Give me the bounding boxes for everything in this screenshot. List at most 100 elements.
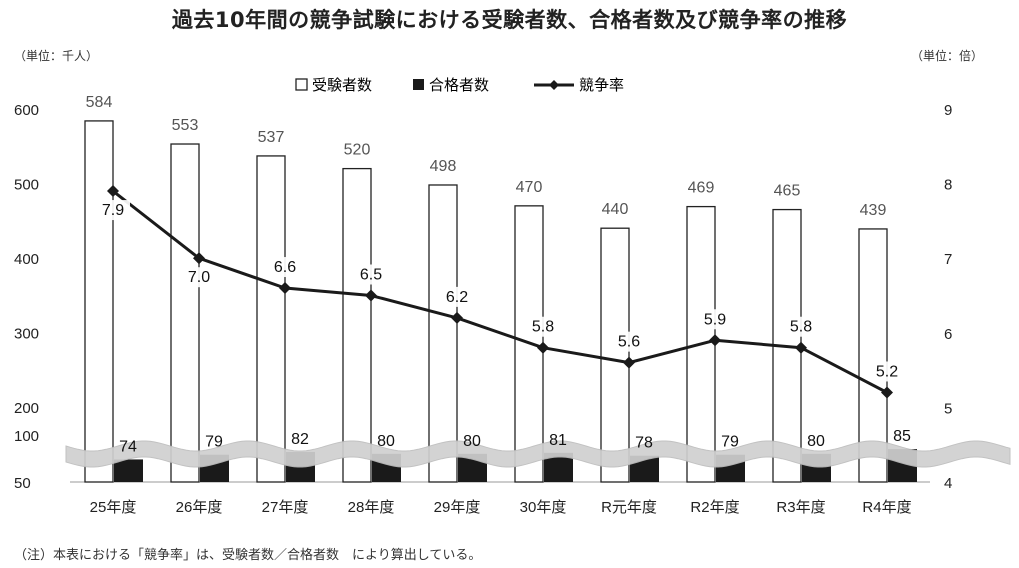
rate-marker — [107, 185, 119, 198]
category-label: 25年度 — [90, 499, 137, 516]
right-tick-label: 5 — [944, 400, 952, 417]
passer-value-label: 81 — [549, 432, 567, 449]
chart-area: 受験者数 合格者数 競争率 74 79 82 80 80 81 78 79 80 85 58455… — [14, 76, 1011, 516]
right-tick-label: 9 — [944, 102, 952, 119]
legend-swatch-passers — [413, 79, 424, 90]
applicant-bar — [858, 228, 888, 483]
left-tick-label: 500 — [14, 177, 39, 194]
passer-value-label: 82 — [291, 431, 309, 448]
rate-value-label: 5.9 — [704, 311, 726, 328]
rate-label-bg — [870, 361, 904, 382]
rate-marker — [451, 311, 463, 324]
rate-value-label: 5.8 — [790, 319, 812, 336]
passer-value-label: 80 — [463, 433, 481, 450]
applicant-bar — [256, 155, 286, 483]
rate-value-label: 5.2 — [876, 363, 898, 380]
rate-label-bg — [440, 286, 474, 307]
applicant-value-label: 440 — [602, 201, 629, 218]
applicant-value-label: 469 — [688, 180, 715, 197]
left-axis-unit: （単位：千人） — [14, 49, 99, 63]
applicant-value-label: 584 — [86, 94, 113, 111]
left-tick-label: 100 — [14, 428, 39, 445]
legend: 受験者数 合格者数 競争率 — [295, 76, 624, 94]
left-tick-label: 400 — [14, 251, 39, 268]
rate-marker — [795, 341, 807, 354]
right-tick-label: 8 — [944, 177, 952, 194]
rate-label-bg — [268, 257, 302, 278]
rate-value-label: 5.8 — [532, 319, 554, 336]
rate-marker — [623, 356, 635, 369]
applicant-value-label: 470 — [516, 179, 543, 196]
right-tick-label: 6 — [944, 326, 952, 343]
right-tick-label: 7 — [944, 251, 952, 268]
legend-label-rate: 競争率 — [579, 76, 624, 94]
rate-marker — [709, 334, 721, 347]
passer-value-label: 80 — [377, 433, 395, 450]
rate-label-bg — [784, 316, 818, 337]
applicant-value-label: 465 — [774, 183, 801, 200]
category-label: R2年度 — [690, 499, 739, 516]
rate-label-bg — [698, 309, 732, 330]
rate-line — [112, 189, 888, 394]
legend-swatch-applicants — [295, 78, 308, 91]
applicant-bar — [428, 184, 458, 483]
rate-label-bg — [354, 264, 388, 285]
rate-value-label: 6.6 — [274, 259, 296, 276]
rate-marker — [537, 341, 549, 354]
category-label: 29年度 — [434, 499, 481, 516]
category-label: 30年度 — [520, 499, 567, 516]
applicant-bar — [84, 120, 114, 483]
applicant-bar — [686, 205, 716, 483]
legend-swatch-rate-marker — [549, 80, 559, 90]
passer-value-label: 79 — [721, 434, 739, 451]
passer-bar — [114, 459, 143, 482]
rate-value-label: 7.9 — [102, 202, 124, 219]
rate-label-bg — [526, 316, 560, 337]
applicant-labels: 584 553 537 520 498 470 440 469 465 439 — [86, 94, 887, 219]
rate-value-label: 6.5 — [360, 267, 382, 284]
applicant-bars — [84, 120, 888, 483]
axis-break-wave — [65, 440, 1011, 468]
category-label: 26年度 — [176, 499, 223, 516]
rate-marker — [365, 289, 377, 302]
passer-value-label: 74 — [119, 438, 137, 455]
left-tick-label: 300 — [14, 326, 39, 343]
rate-value-label: 6.2 — [446, 289, 468, 306]
passer-value-label: 80 — [807, 433, 825, 450]
rate-label-bg — [182, 267, 216, 288]
category-label: 28年度 — [348, 499, 395, 516]
category-label: R元年度 — [601, 499, 657, 516]
category-label: R4年度 — [862, 499, 911, 516]
passer-labels: 74 79 82 80 80 81 78 79 80 85 — [119, 428, 911, 455]
axis-break-band — [65, 440, 1011, 468]
category-label: R3年度 — [776, 499, 825, 516]
applicant-value-label: 439 — [860, 202, 887, 219]
tick-labels: 600 500 400 300 200 100 50 9 8 7 6 5 4 — [14, 102, 952, 492]
rate-line-layer: 7.9 7.0 6.6 6.5 6.2 5.8 5.6 5.9 5.8 5.2 — [96, 185, 904, 399]
legend-label-applicants: 受験者数 — [312, 77, 372, 94]
applicant-value-label: 520 — [344, 142, 371, 159]
passer-value-label: 79 — [205, 434, 223, 451]
left-tick-label: 50 — [14, 475, 31, 492]
chart-title: 過去10年間の競争試験における受験者数、合格者数及び競争率の推移 — [171, 8, 848, 32]
passer-value-label: 78 — [635, 435, 653, 452]
applicant-value-label: 537 — [258, 129, 285, 146]
applicant-bar — [342, 167, 372, 483]
rate-label-bg — [612, 331, 646, 352]
category-labels: 25年度 26年度 27年度 28年度 29年度 30年度 R元年度 R2年度 R3年度 R4年度 — [90, 499, 912, 516]
category-label: 27年度 — [262, 499, 309, 516]
rate-label-bg — [96, 200, 130, 221]
passer-value-label: 85 — [893, 428, 911, 445]
applicant-bar — [600, 227, 630, 483]
legend-label-passers: 合格者数 — [429, 77, 489, 94]
footnote: （注）本表における「競争率」は、受験者数／合格者数 により算出している。 — [14, 548, 482, 563]
rate-marker — [881, 386, 893, 399]
applicant-value-label: 553 — [172, 117, 199, 134]
rate-value-label: 7.0 — [188, 269, 210, 286]
rate-marker — [279, 282, 291, 295]
right-tick-label: 4 — [944, 475, 952, 492]
left-tick-label: 200 — [14, 400, 39, 417]
rate-value-label: 5.6 — [618, 334, 640, 351]
right-axis-unit: （単位：倍） — [910, 49, 983, 63]
left-tick-label: 600 — [14, 102, 39, 119]
